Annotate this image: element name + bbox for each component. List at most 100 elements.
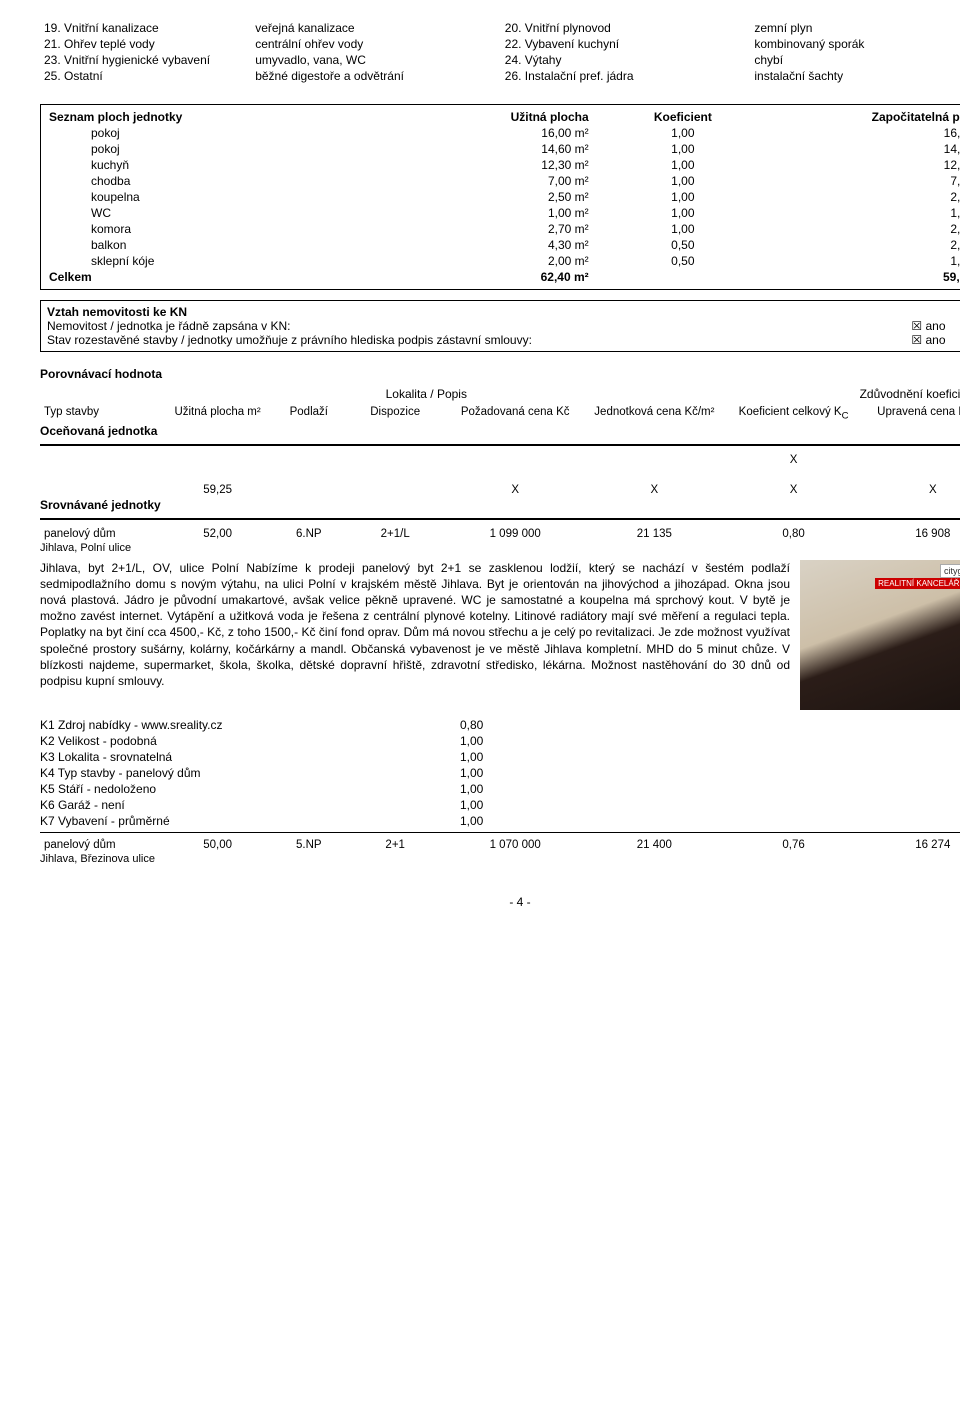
header-uzitna: Užitná plocha (405, 109, 597, 125)
cell: 19. Vnitřní kanalizace (40, 20, 251, 36)
th: Jednotková cena Kč/m² (587, 404, 721, 423)
seznam-ploch-box: Seznam ploch jednotky Užitná plocha Koef… (40, 104, 960, 290)
th: Užitná plocha m² (165, 404, 271, 423)
zduvod-label: Zdůvodnění koeficientu Kc (674, 387, 960, 404)
ocen-row: X (40, 452, 960, 468)
th: Požadovaná cena Kč (443, 404, 587, 423)
row-koef: 0,50 (597, 253, 769, 269)
cell: centrální ohřev vody (251, 36, 501, 52)
cell: 21 400 (587, 837, 721, 853)
row-name: WC (41, 205, 405, 221)
row-name: balkon (41, 237, 405, 253)
cell: 50,00 (165, 837, 271, 853)
row-name: chodba (41, 173, 405, 189)
cell: 1 070 000 (443, 837, 587, 853)
row-area: 2,70 m² (405, 221, 597, 237)
cell: chybí (750, 52, 960, 68)
row-zapoc: 2,50 m² (769, 189, 960, 205)
row-name: sklepní kóje (41, 253, 405, 269)
total-area: 62,40 m² (405, 269, 597, 285)
k-row: K4 Typ stavby - panelový dům1,00 (40, 766, 960, 780)
srov-label: Srovnávané jednotky (40, 498, 960, 512)
row-name: pokoj (41, 141, 405, 157)
k-row: K3 Lokalita - srovnatelná1,00 (40, 750, 960, 764)
seznam-title: Seznam ploch jednotky (41, 109, 405, 125)
cell: kombinovaný sporák (750, 36, 960, 52)
th: Upravená cena Kč/m² (866, 404, 960, 423)
vztah-line1: Nemovitost / jednotka je řádně zapsána v… (47, 319, 290, 333)
comp1-loc: Jihlava, Polní ulice (40, 542, 960, 554)
cell: 23. Vnitřní hygienické vybavení (40, 52, 251, 68)
row-zapoc: 7,00 m² (769, 173, 960, 189)
cell: veřejná kanalizace (251, 20, 501, 36)
row-zapoc: 14,60 m² (769, 141, 960, 157)
row-name: pokoj (41, 125, 405, 141)
divider (40, 832, 960, 833)
th: Koeficient celkový KC (722, 404, 866, 423)
row-zapoc: 1,00 m² (769, 205, 960, 221)
x-cell: X (722, 452, 866, 468)
lokalita-label: Lokalita / Popis (386, 387, 674, 404)
cell: 0,80 (722, 526, 866, 542)
row-area: 2,50 m² (405, 189, 597, 205)
cell: 0,76 (722, 837, 866, 853)
row-name: kuchyň (41, 157, 405, 173)
img-tag: citygroup.cz (940, 564, 960, 578)
cell: 1 099 000 (443, 526, 587, 542)
row-koef: 1,00 (597, 189, 769, 205)
th: Typ stavby (40, 404, 165, 423)
row-zapoc: 2,70 m² (769, 221, 960, 237)
cell: 16 274 (866, 837, 960, 853)
cell: zemní plyn (750, 20, 960, 36)
cell: 2+1 (347, 837, 443, 853)
k-row: K5 Stáří - nedoloženo1,00 (40, 782, 960, 796)
x-cell: X (443, 482, 587, 498)
comp1-image: citygroup.cz REALITNÍ KANCELÁŘ JIHLAVA (800, 560, 960, 710)
cell: 52,00 (165, 526, 271, 542)
x-cell: X (587, 482, 721, 498)
checkbox-ano: ☒ ano (911, 319, 945, 333)
cell: 5.NP (270, 837, 347, 853)
row-koef: 1,00 (597, 157, 769, 173)
row-area: 12,30 m² (405, 157, 597, 173)
row-area: 7,00 m² (405, 173, 597, 189)
top-properties-table: 19. Vnitřní kanalizaceveřejná kanalizace… (40, 20, 960, 84)
row-zapoc: 1,00 m² (769, 253, 960, 269)
row-area: 1,00 m² (405, 205, 597, 221)
k-row: K1 Zdroj nabídky - www.sreality.cz0,80 (40, 718, 960, 732)
k-row: K6 Garáž - není1,00 (40, 798, 960, 812)
header-zapoc: Započitatelná plocha (769, 109, 960, 125)
vztah-title: Vztah nemovitosti ke KN (47, 305, 960, 319)
k-row: K2 Velikost - podobná1,00 (40, 734, 960, 748)
page-footer: - 4 - (40, 895, 960, 909)
comp2-loc: Jihlava, Březinova ulice (40, 853, 960, 865)
seznam-table: Seznam ploch jednotky Užitná plocha Koef… (41, 109, 960, 285)
cell: 16 908 (866, 526, 960, 542)
row-area: 4,30 m² (405, 237, 597, 253)
vztah-line2: Stav rozestavěné stavby / jednotky umožň… (47, 333, 532, 347)
row-name: koupelna (41, 189, 405, 205)
row-koef: 1,00 (597, 221, 769, 237)
cell: běžné digestoře a odvětrání (251, 68, 501, 84)
row-area: 14,60 m² (405, 141, 597, 157)
x-cell: X (866, 482, 960, 498)
cell: instalační šachty (750, 68, 960, 84)
row-area: 2,00 m² (405, 253, 597, 269)
ocen-val-row: 59,25XXXX (40, 482, 960, 498)
th: Podlaží (270, 404, 347, 423)
k-row: K7 Vybavení - průměrné1,00 (40, 814, 960, 828)
row-koef: 1,00 (597, 125, 769, 141)
checkbox-ano: ☒ ano (911, 333, 945, 347)
row-area: 16,00 m² (405, 125, 597, 141)
cell: panelový dům (40, 837, 165, 853)
porov-title: Porovnávací hodnota (40, 367, 960, 381)
cell: 25. Ostatní (40, 68, 251, 84)
row-koef: 0,50 (597, 237, 769, 253)
total-label: Celkem (41, 269, 405, 285)
ocen-val: 59,25 (165, 482, 271, 498)
comp2-row: panelový dům 50,00 5.NP 2+1 1 070 000 21… (40, 837, 960, 853)
cell: 26. Instalační pref. jádra (501, 68, 751, 84)
th: Dispozice (347, 404, 443, 423)
vztah-box: Vztah nemovitosti ke KN Nemovitost / jed… (40, 300, 960, 352)
row-koef: 1,00 (597, 141, 769, 157)
